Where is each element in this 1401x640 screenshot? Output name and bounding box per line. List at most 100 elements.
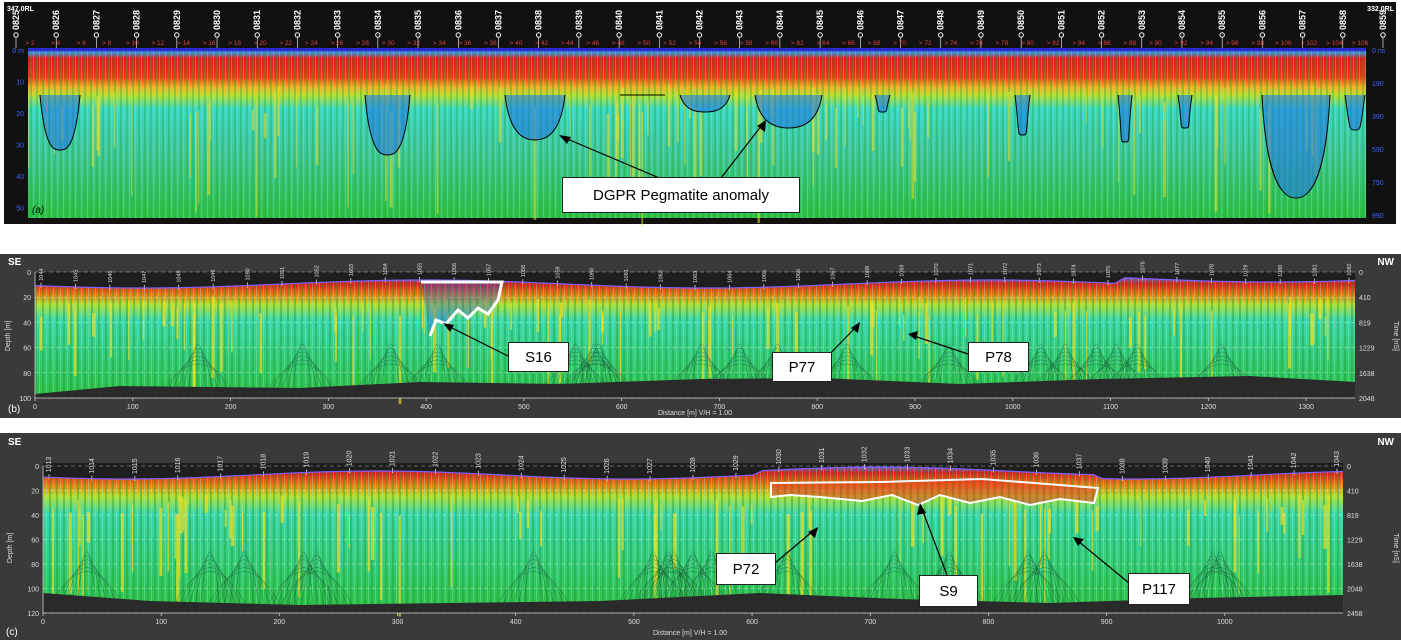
yellow-streak [533,107,537,220]
anomaly-outline [1261,94,1331,199]
station-label: 1017 [218,456,225,472]
yellow-streak [648,302,652,337]
time-tick: 1229 [1347,538,1363,545]
yellow-streak [660,505,662,531]
yellow-streak [1117,101,1119,183]
station-label: 1030 [776,449,783,465]
yellow-streak [701,312,705,386]
yellow-streak [1075,500,1079,534]
rl-left: 347.0RL [7,6,35,13]
station-label: 1016 [175,458,182,474]
station-label: 1078 [1209,264,1215,276]
station-label: 1013 [46,457,53,473]
yellow-streak [176,307,179,340]
hyperbola [926,351,971,399]
distance-label-a: > 86 [1098,40,1111,47]
yellow-streak [654,501,658,583]
yellow-streak [1133,100,1136,196]
yellow-streak [142,300,145,340]
panel-b: 0 20 40 60 80 100 0 410 819 1229 1638 2048 0 100 200 30… [0,254,1401,418]
yellow-streak [423,317,425,334]
yellow-streak [68,512,72,594]
arrowhead-p72 [808,527,818,538]
ground-mask-c [43,593,1343,613]
x-tick: 500 [518,404,530,411]
depth-tick-a: 30 [16,143,24,150]
yellow-streak [277,85,280,137]
station-label: 1043 [1334,451,1341,467]
rl-right: 332.0RL [1367,6,1395,13]
station-label: 1048 [177,270,183,282]
station-label: 1059 [555,266,561,278]
distance-label-a: > 92 [1175,40,1188,47]
distance-label-a: > 60 [765,40,778,47]
distance-label-a: > 82 [1047,40,1060,47]
anomaly-outline [679,94,731,113]
yellow-streak [159,507,163,576]
yellow-streak [251,110,255,131]
yellow-streak [910,499,915,547]
station-label: 1045 [73,270,79,282]
hyperbola [570,355,627,399]
yellow-streak [676,97,679,143]
station-label-a: 0857 [1298,10,1308,30]
yellow-streak [1008,499,1011,567]
station-label-a: 0856 [1257,10,1267,30]
hyperbola [409,355,466,399]
yellow-streak [948,495,952,515]
yellow-streak [794,312,798,382]
distance-label-a: > 12 [151,40,164,47]
yellow-streak [766,307,770,350]
station-label-a: 0838 [534,10,544,30]
yellow-streak [699,111,703,176]
depth-tick-a: 10 [16,80,24,87]
distance-label-a: > 74 [944,40,957,47]
yellow-streak [1324,316,1327,337]
time-tick: 2048 [1347,587,1363,594]
yellow-streak [1101,87,1104,149]
distance-label-a: > 104 [1326,40,1343,47]
depth-tick: 40 [23,320,31,327]
yellow-streak [654,306,657,333]
station-label: 1022 [432,451,439,467]
y2label-c: Time [nS] [1392,533,1399,563]
hyperbola [306,551,327,614]
distance-label-a: > 30 [382,40,395,47]
yellow-streak [601,315,604,345]
arrow-p72 [774,530,814,564]
yellow-streak [498,87,502,143]
station-label-a: 0851 [1056,10,1066,30]
hyperbola [199,551,221,614]
yellow-streak [79,507,81,546]
yellow-streak [128,300,130,360]
station-label-a: 0842 [695,10,705,30]
station-label: 1052 [314,265,320,277]
yellow-streak [1283,512,1286,534]
arrowhead-left [559,135,571,144]
anomaly-outline [1177,94,1193,129]
yellow-streak [389,110,393,208]
yellow-streak [220,303,223,372]
yellow-streak [809,510,813,599]
yellow-streak [96,95,100,151]
yellow-streak [834,107,838,168]
yellow-streak [1064,311,1067,382]
distance-label-a: > 48 [612,40,625,47]
distance-label-a: > 100 [1275,40,1292,47]
station-label: 1038 [1119,458,1126,474]
time-tick: 0 [1359,270,1363,277]
station-label: 1032 [862,446,869,462]
yellow-streak [918,297,920,360]
radargram-a: 0825 0826 0827 0828 0829 0830 0831 0832 0833 0834… [4,2,1396,226]
station-label-a: 0845 [815,10,825,30]
distance-label-a: > 4 [51,40,61,47]
arrow-left [564,137,665,181]
yellow-streak [1298,495,1301,559]
yellow-streak [1238,514,1240,596]
anomaly-outline [1344,94,1366,131]
time-tick: 2048 [1359,396,1375,403]
time-tick: 1638 [1359,371,1375,378]
distance-label-a: > 68 [868,40,881,47]
yellow-streak [638,112,640,188]
